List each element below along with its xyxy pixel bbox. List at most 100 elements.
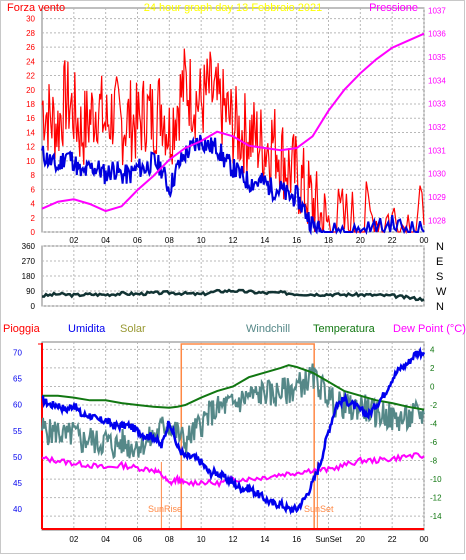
wind-time-tick-label: 12 — [229, 236, 238, 245]
wind-speed-series — [41, 48, 425, 235]
direction-degree-tick-label: 90 — [26, 287, 35, 296]
humidity-tick-label: 40 — [13, 505, 22, 514]
wind-speed-tick-label: 2 — [31, 214, 36, 223]
pressure-tick-label: 1037 — [428, 6, 446, 15]
temperature-time-tick-label: SunSet — [315, 535, 342, 544]
wind-time-tick-label: 20 — [356, 236, 365, 245]
humidity-tick-label: 45 — [13, 479, 22, 488]
pressure-tick-label: 1035 — [428, 53, 446, 62]
direction-degree-tick-label: 180 — [22, 272, 36, 281]
temperature-time-tick-label: 20 — [356, 535, 365, 544]
legend-temperature: Temperatura — [313, 323, 376, 335]
sunset-label: SunSet — [304, 504, 334, 514]
pressure-tick-label: 1036 — [428, 30, 446, 39]
wind-time-tick-label: 08 — [165, 236, 174, 245]
humidity-tick-label: 60 — [13, 401, 22, 410]
direction-degree-tick-label: 270 — [22, 257, 36, 266]
temperature-time-tick-label: 16 — [292, 535, 301, 544]
wind-speed-tick-label: 0 — [31, 228, 36, 237]
pressure-tick-label: 1034 — [428, 76, 446, 85]
pressure-tick-label: 1032 — [428, 123, 446, 132]
temperature-tick-label: -10 — [430, 475, 442, 484]
wind-speed-tick-label: 4 — [31, 200, 36, 209]
wind-axis-title: Forza vento — [7, 2, 65, 14]
wind-speed-tick-label: 14 — [26, 128, 35, 137]
wind-speed-tick-label: 18 — [26, 100, 35, 109]
temperature-tick-label: -8 — [430, 457, 438, 466]
legend-rain: Pioggia — [3, 323, 41, 335]
humidity-axis: 40 45 50 55 60 65 70 — [13, 348, 22, 514]
pressure-tick-label: 1028 — [428, 216, 446, 225]
temperature-tick-label: -4 — [430, 419, 438, 428]
direction-degree-tick-label: 360 — [22, 242, 36, 251]
legend-humidity: Umidita — [68, 323, 106, 335]
direction-degrees-axis: 0 90 180 270 360 — [22, 242, 36, 311]
temperature-time-tick-label: 22 — [388, 535, 397, 544]
wind-time-tick-label: 06 — [133, 236, 142, 245]
legend-windchill: Windchill — [246, 323, 290, 335]
humidity-series — [41, 346, 426, 516]
legend-dew-point: Dew Point (°C) — [393, 323, 466, 335]
wind-speed-tick-label: 26 — [26, 43, 35, 52]
temperature-time-tick-label: 02 — [69, 535, 78, 544]
compass-tick-label: S — [436, 271, 443, 283]
temperature-tick-label: -12 — [430, 494, 442, 503]
temperature-tick-label: 4 — [430, 345, 435, 354]
pressure-series — [41, 32, 425, 213]
wind-time-tick-label: 04 — [101, 236, 110, 245]
sunrise-label: SunRise — [148, 504, 182, 514]
wind-speed-tick-label: 30 — [26, 15, 35, 24]
legend-solar: Solar — [120, 323, 146, 335]
wind-panel-time-axis: 02 04 06 08 10 12 14 16 18 20 22 00 — [69, 236, 429, 245]
temperature-time-tick-label: 12 — [229, 535, 238, 544]
dew-point-series — [41, 452, 425, 489]
wind-speed-tick-label: 22 — [26, 72, 35, 81]
humidity-tick-label: 65 — [13, 375, 22, 384]
temperature-time-tick-label: 06 — [133, 535, 142, 544]
temperature-time-tick-label: 14 — [260, 535, 269, 544]
wind-time-tick-label: 14 — [260, 236, 269, 245]
temperature-time-tick-label: 04 — [101, 535, 110, 544]
wind-speed-tick-label: 12 — [26, 143, 35, 152]
wind-time-tick-label: 16 — [292, 236, 301, 245]
wind-speed-tick-label: 28 — [26, 29, 35, 38]
temperature-tick-label: -6 — [430, 438, 438, 447]
temperature-time-tick-label: 10 — [197, 535, 206, 544]
wind-time-tick-label: 18 — [324, 236, 333, 245]
pressure-tick-label: 1031 — [428, 146, 446, 155]
wind-time-tick-label: 02 — [69, 236, 78, 245]
pressure-tick-label: 1029 — [428, 193, 446, 202]
temperature-axis: -14 -12 -10 -8 -6 -4 -2 0 2 4 — [430, 345, 442, 521]
chart-title: 24 hour graph day 13 Febbraio 2021 — [144, 2, 323, 14]
humidity-tick-label: 50 — [13, 453, 22, 462]
compass-tick-label: N — [436, 301, 444, 313]
wind-speed-tick-label: 10 — [26, 157, 35, 166]
wind-time-tick-label: 00 — [420, 236, 429, 245]
pressure-tick-label: 1030 — [428, 170, 446, 179]
humidity-tick-label: 70 — [13, 348, 22, 357]
temperature-tick-label: -2 — [430, 401, 438, 410]
pressure-axis: 1028 1029 1030 1031 1032 1033 1034 1035 1036 1037 — [428, 6, 446, 225]
wind-direction-series — [41, 288, 425, 302]
temperature-tick-label: 2 — [430, 364, 435, 373]
temperature-time-tick-label: 00 — [420, 535, 429, 544]
wind-speed-tick-label: 20 — [26, 86, 35, 95]
temperature-tick-label: 0 — [430, 382, 435, 391]
temperature-panel-time-axis: 02 04 06 08 10 12 14 16 SunSet 20 22 00 — [69, 535, 429, 544]
temperature-tick-label: -14 — [430, 512, 442, 521]
wind-time-tick-label: 22 — [388, 236, 397, 245]
compass-tick-label: N — [436, 241, 444, 253]
wind-speed-tick-label: 24 — [26, 57, 35, 66]
compass-tick-label: W — [436, 286, 447, 298]
wind-speed-tick-label: 8 — [31, 171, 36, 180]
temperature-time-tick-label: 08 — [165, 535, 174, 544]
wind-speed-tick-label: 6 — [31, 185, 36, 194]
temperature-series — [42, 364, 425, 411]
